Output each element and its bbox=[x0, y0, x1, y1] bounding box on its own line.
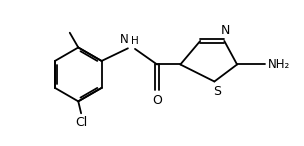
Text: Cl: Cl bbox=[76, 116, 88, 129]
Text: N: N bbox=[220, 24, 230, 37]
Text: O: O bbox=[152, 94, 162, 107]
Text: S: S bbox=[213, 85, 221, 98]
Text: N: N bbox=[120, 33, 129, 46]
Text: H: H bbox=[131, 36, 139, 46]
Text: NH₂: NH₂ bbox=[268, 58, 290, 71]
